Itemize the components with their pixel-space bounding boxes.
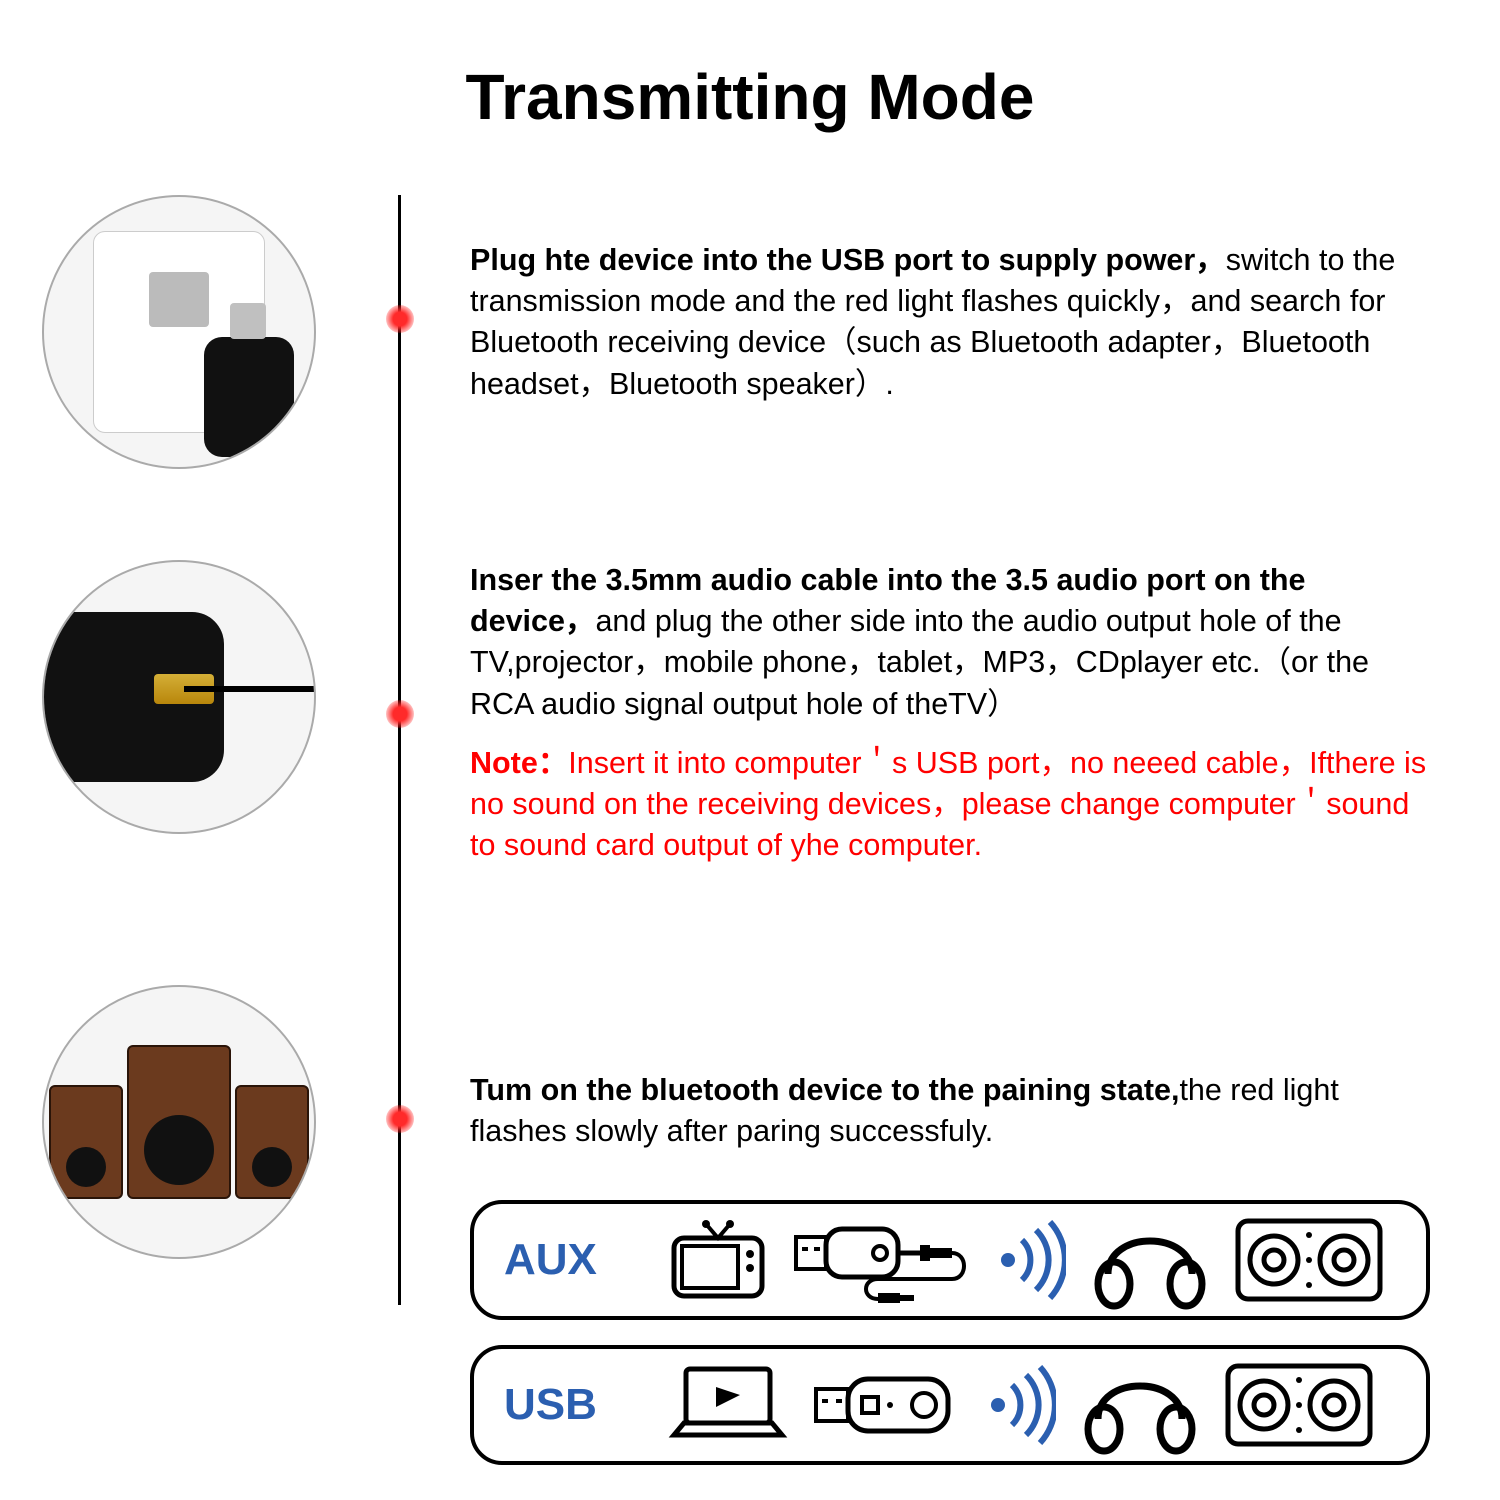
connection-usb-label: USB <box>504 1380 644 1430</box>
page-title: Transmitting Mode <box>0 60 1500 134</box>
connection-usb-box: USB <box>470 1345 1430 1465</box>
step-3-text: Tum on the bluetooth device to the paini… <box>470 1070 1430 1152</box>
laptop-icon <box>668 1363 788 1447</box>
wireless-signal-icon <box>996 1220 1066 1300</box>
step-2-rest: and plug the other side into the audio o… <box>470 604 1369 720</box>
wireless-signal-icon <box>986 1365 1056 1445</box>
headphones-icon <box>1090 1210 1210 1310</box>
step-image-speakers <box>42 985 316 1259</box>
headphones-icon <box>1080 1355 1200 1455</box>
step-image-audio-jack <box>42 560 316 834</box>
step-1-lead: Plug hte device into the USB port to sup… <box>470 243 1226 277</box>
connection-aux-box: AUX <box>470 1200 1430 1320</box>
step-2-note: Note：Insert it into computer＇s USB port，… <box>470 743 1430 867</box>
speaker-icon <box>1224 1360 1374 1450</box>
timeline-dot-1 <box>386 305 414 333</box>
step-1-text: Plug hte device into the USB port to sup… <box>470 240 1430 405</box>
timeline-dot-3 <box>386 1105 414 1133</box>
step-2-note-lead: Note： <box>470 746 568 780</box>
step-image-usb-power <box>42 195 316 469</box>
tv-icon <box>668 1218 768 1302</box>
step-2-text: Inser the 3.5mm audio cable into the 3.5… <box>470 560 1430 866</box>
usb-dongle-with-aux-cable-icon <box>792 1215 972 1305</box>
connection-aux-label: AUX <box>504 1235 644 1285</box>
usb-dongle-icon <box>812 1367 962 1443</box>
timeline-line <box>398 195 401 1305</box>
timeline-dot-2 <box>386 700 414 728</box>
step-2-note-rest: Insert it into computer＇s USB port，no ne… <box>470 746 1426 862</box>
speaker-icon <box>1234 1215 1384 1305</box>
step-3-lead: Tum on the bluetooth device to the paini… <box>470 1073 1179 1107</box>
